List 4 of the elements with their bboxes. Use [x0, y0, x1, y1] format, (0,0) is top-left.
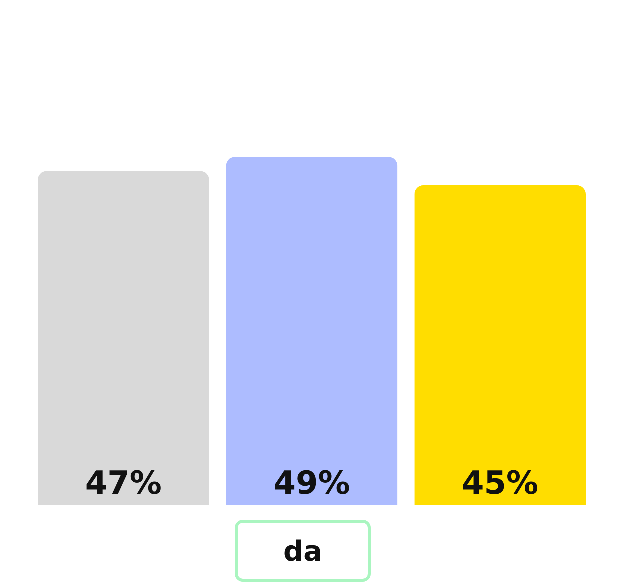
data-label: 49% [274, 464, 350, 502]
x-axis-title: da [235, 520, 371, 582]
data-label: 45% [462, 464, 539, 502]
data-label: 47% [85, 464, 162, 502]
